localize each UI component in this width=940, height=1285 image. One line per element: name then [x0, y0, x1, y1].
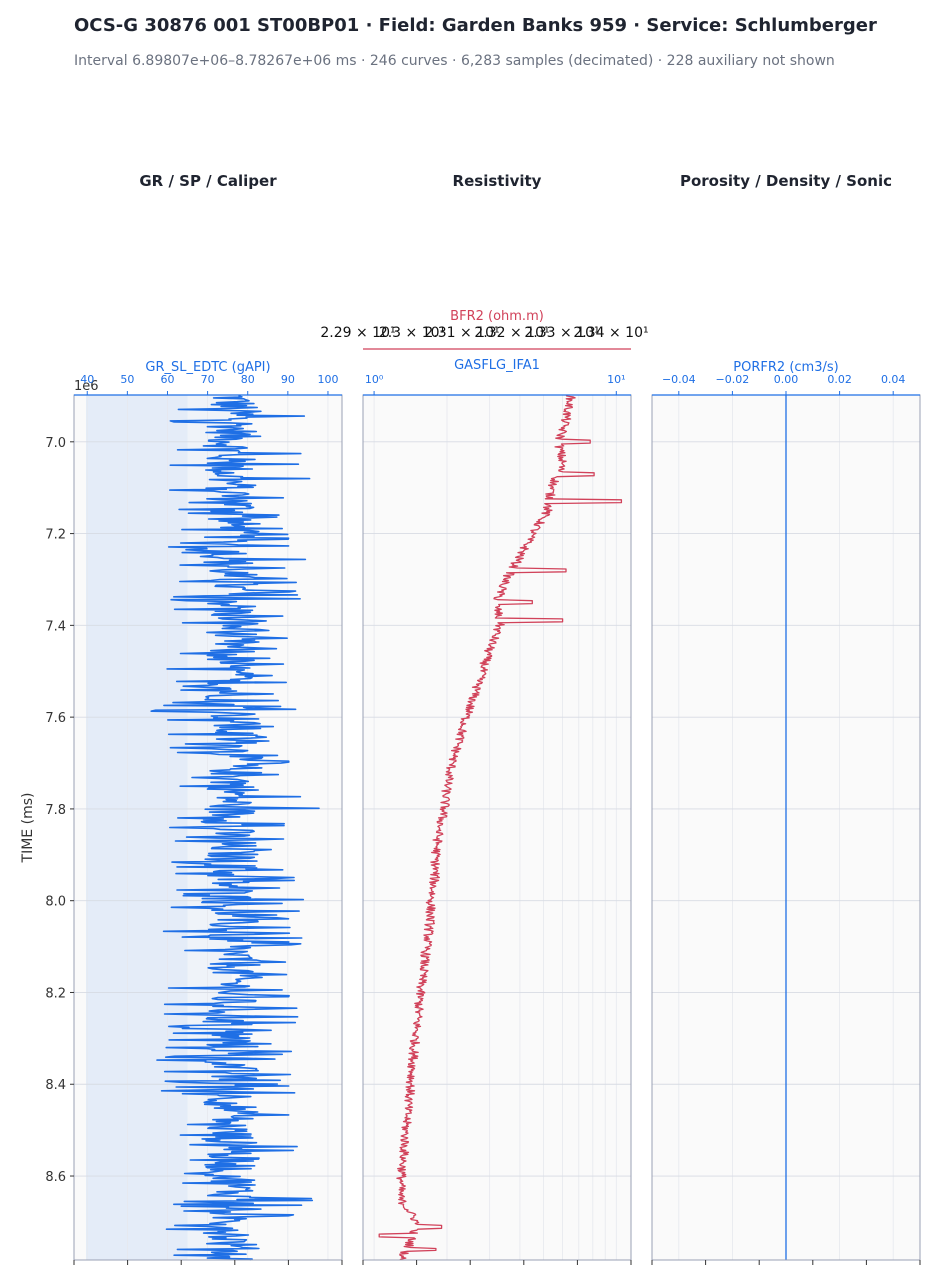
track-title-resistivity: Resistivity — [452, 172, 542, 190]
gr-x-axis-label: GR_SL_EDTC (gAPI) — [145, 360, 270, 375]
gr-x-tick-label-3: 70 — [201, 373, 215, 386]
bfr2-series-line — [378, 394, 623, 1261]
res-x-axis-label: GASFLG_IFA1 — [454, 358, 540, 373]
y-tick-label-0: 7.0 — [45, 436, 66, 451]
bfr2-tick-label-0: 2.29 × 10¹ — [320, 325, 395, 341]
bfr2-tick-label-1: 2.3 × 10¹ — [379, 325, 445, 341]
track-title-porosity: Porosity / Density / Sonic — [679, 172, 892, 190]
y-tick-label-7: 8.4 — [45, 1078, 66, 1093]
chart-title: OCS-G 30876 001 ST00BP01 · Field: Garden… — [74, 15, 877, 36]
chart-subtitle: Interval 6.89807e+06–8.78267e+06 ms · 24… — [74, 53, 835, 69]
por-x-tick-label-0: −0.04 — [662, 373, 696, 386]
bfr2-tick-label-5: 2.34 × 10¹ — [573, 325, 648, 341]
gr-x-tick-label-1: 50 — [120, 373, 134, 386]
y-tick-label-2: 7.4 — [45, 619, 66, 634]
y-tick-label-3: 7.6 — [45, 711, 66, 726]
res-x-tick-label-1: 10¹ — [607, 373, 625, 386]
bfr2-tick-label-4: 2.33 × 10¹ — [524, 325, 599, 341]
track-background-1 — [363, 395, 631, 1260]
track-title-gr: GR / SP / Caliper — [139, 172, 277, 190]
gr-x-tick-label-2: 60 — [160, 373, 174, 386]
gr-x-tick-label-0: 40 — [80, 373, 94, 386]
gr-x-tick-label-5: 90 — [281, 373, 295, 386]
por-x-tick-label-3: 0.02 — [827, 373, 852, 386]
gr-x-tick-label-6: 100 — [317, 373, 338, 386]
gr-x-tick-label-4: 80 — [241, 373, 255, 386]
bfr2-axis-label: BFR2 (ohm.m) — [450, 309, 544, 324]
y-tick-label-8: 8.6 — [45, 1170, 66, 1185]
y-offset-label: 1e6 — [74, 379, 99, 394]
bfr2-tick-label-2: 2.31 × 10¹ — [424, 325, 499, 341]
y-tick-label-1: 7.2 — [45, 528, 66, 543]
y-tick-label-5: 8.0 — [45, 895, 66, 910]
por-x-tick-label-4: 0.04 — [881, 373, 906, 386]
por-x-axis-label: PORFR2 (cm3/s) — [733, 360, 838, 375]
por-x-tick-label-2: 0.00 — [774, 373, 799, 386]
y-tick-label-6: 8.2 — [45, 986, 66, 1001]
y-axis-label: TIME (ms) — [20, 793, 36, 864]
gr-series-line — [150, 394, 320, 1261]
y-tick-label-4: 7.8 — [45, 803, 66, 818]
res-x-tick-label-0: 10⁰ — [365, 373, 384, 386]
bfr2-tick-label-3: 2.32 × 10¹ — [474, 325, 549, 341]
por-x-tick-label-1: −0.02 — [716, 373, 750, 386]
